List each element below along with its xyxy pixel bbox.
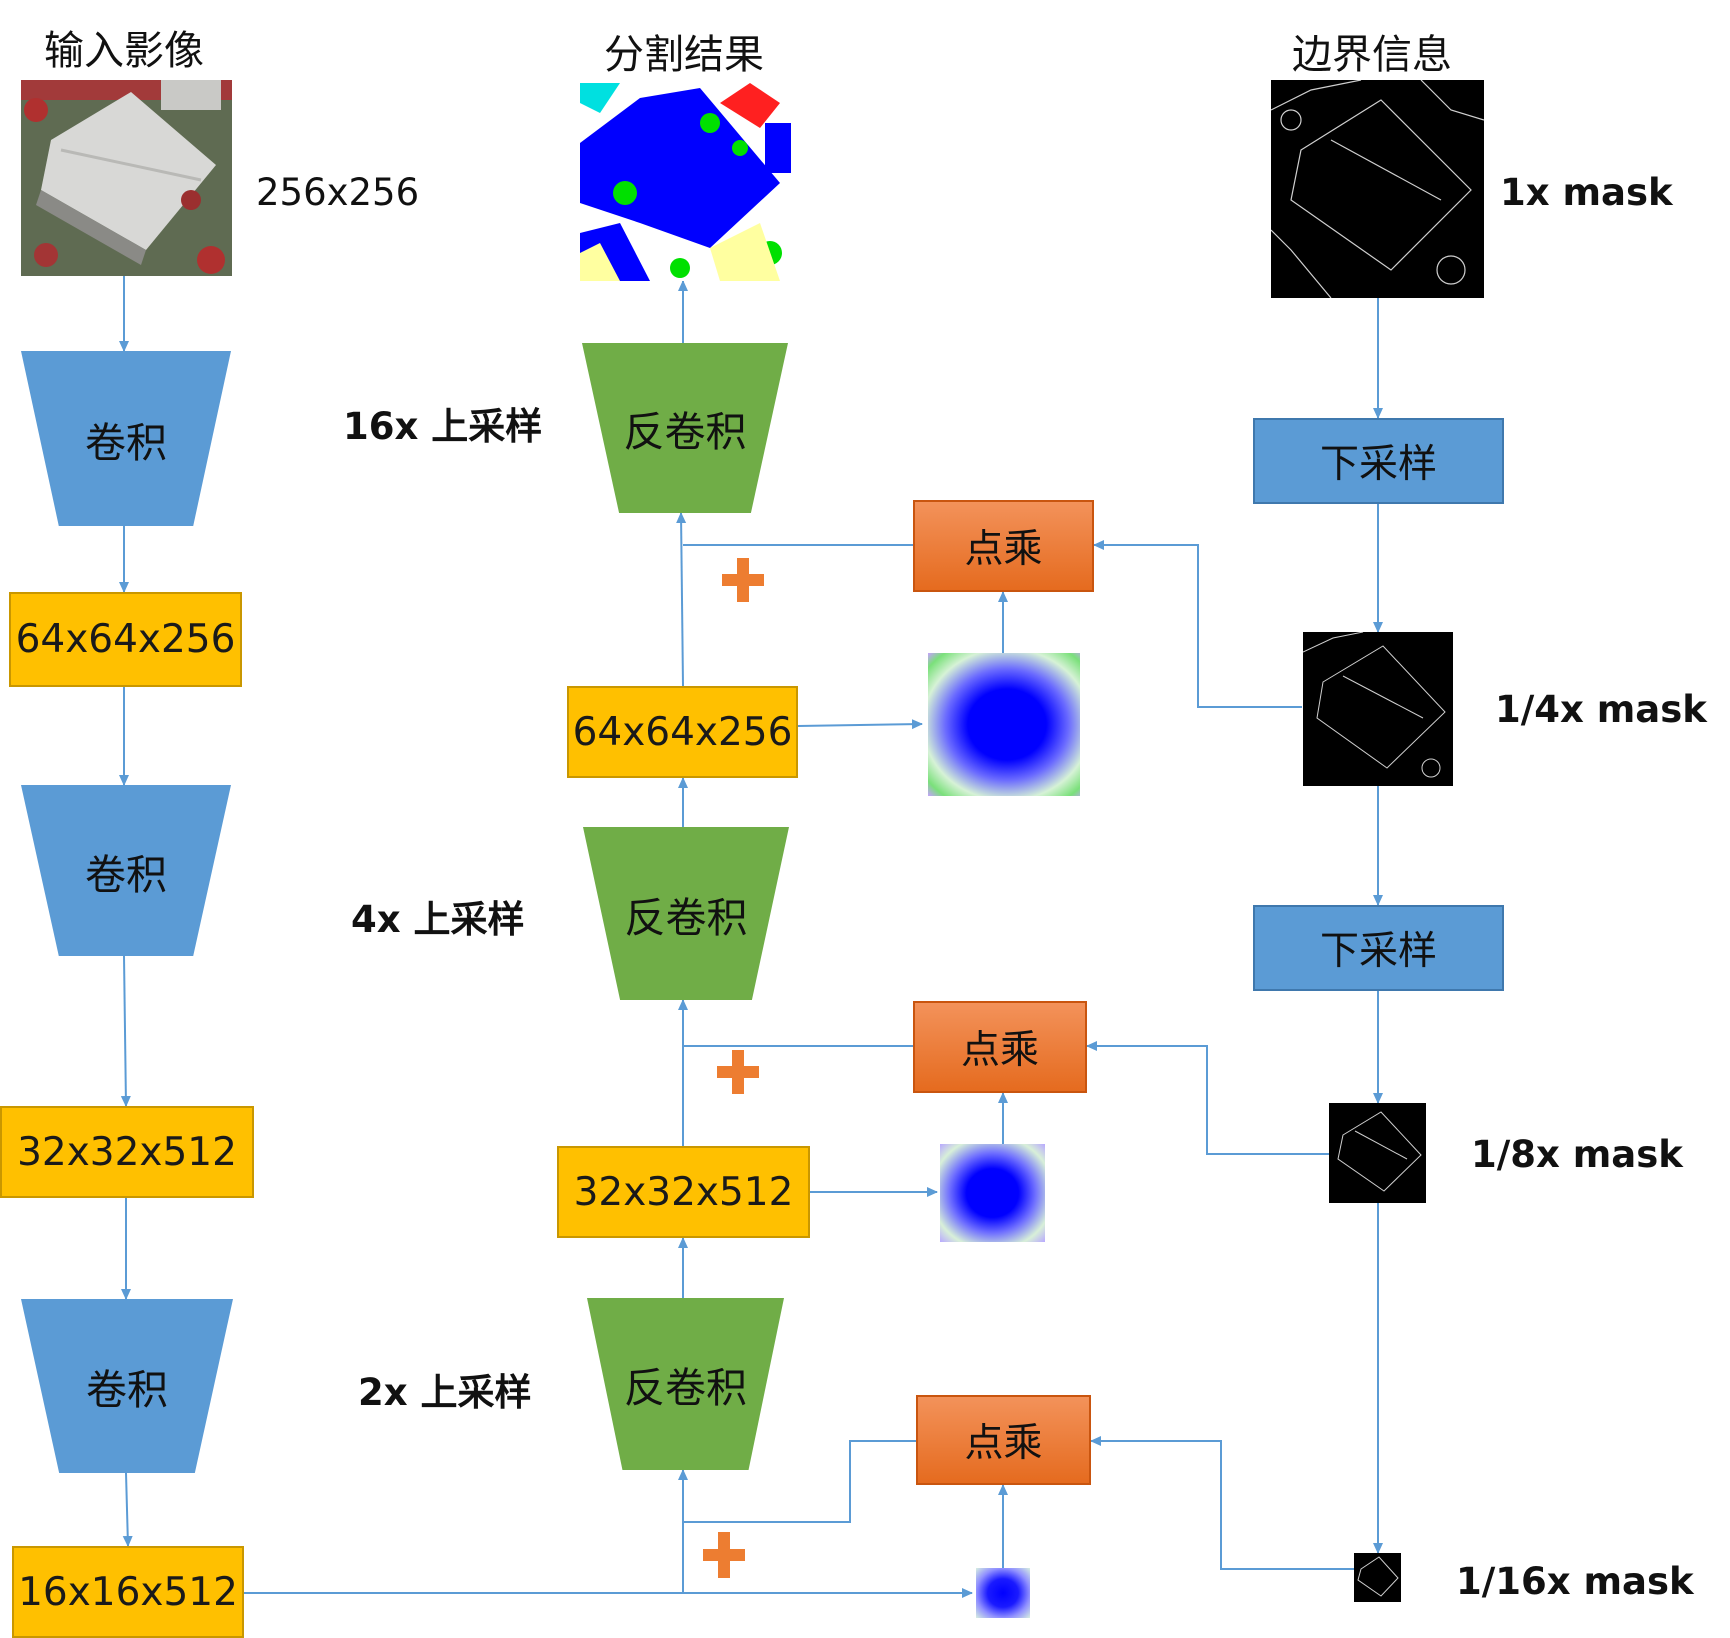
arrow-mask-mul-3: [1090, 1436, 1354, 1570]
downsample-box-1: 下采样: [1253, 418, 1504, 504]
deconv-label: 反卷积: [624, 893, 748, 942]
upsample-label-2x: 2x 上采样: [358, 1371, 532, 1414]
arrow-dec-5: [676, 512, 687, 687]
conv-block-3: 卷积: [21, 1299, 233, 1473]
arrow-enc-6: [122, 1472, 133, 1547]
encoder-feature-2: 32x32x512: [0, 1106, 254, 1198]
arrow-mask-mul-2: [1086, 1041, 1329, 1155]
segmentation-result-image: [580, 83, 791, 281]
attention-map-3: [976, 1568, 1030, 1618]
multiply-box-2: 点乘: [913, 1001, 1087, 1093]
edge-mask-quarter: [1303, 632, 1453, 786]
arrow-mul-dec-3: [683, 1440, 916, 1523]
edge-mask-eighth: [1329, 1103, 1426, 1203]
header-edge-info: 边界信息: [1292, 32, 1452, 78]
upsample-label-4x: 4x 上采样: [351, 898, 525, 941]
plus-icon: [722, 558, 764, 602]
decoder-feature-2: 32x32x512: [557, 1146, 810, 1238]
deconv-block-3: 反卷积: [587, 1298, 784, 1470]
conv-block-1: 卷积: [21, 351, 231, 526]
conv-label: 卷积: [86, 1366, 168, 1414]
multiply-box-1: 点乘: [913, 500, 1094, 592]
attention-map-2: [940, 1144, 1045, 1242]
conv-block-2: 卷积: [21, 785, 231, 956]
mask-label-quarter: 1/4x mask: [1495, 688, 1707, 731]
edge-mask-sixteenth: [1354, 1553, 1401, 1602]
input-aerial-image: [21, 80, 232, 276]
multiply-box-3: 点乘: [916, 1395, 1091, 1485]
edge-mask-1x: [1271, 80, 1484, 298]
attention-map-1: [928, 653, 1080, 796]
encoder-feature-3: 16x16x512: [12, 1546, 244, 1638]
arrow-enc-4: [120, 955, 131, 1107]
downsample-box-2: 下采样: [1253, 905, 1504, 991]
mask-label-eighth: 1/8x mask: [1471, 1133, 1683, 1176]
header-input-image: 输入影像: [44, 28, 204, 74]
decoder-feature-1: 64x64x256: [567, 686, 798, 778]
encoder-feature-1: 64x64x256: [9, 592, 242, 687]
plus-icon: [703, 1532, 745, 1578]
conv-label: 卷积: [85, 418, 167, 467]
conv-label: 卷积: [85, 850, 167, 899]
deconv-label: 反卷积: [623, 408, 747, 456]
deconv-label: 反卷积: [624, 1364, 747, 1412]
mask-label-1x: 1x mask: [1500, 171, 1673, 214]
upsample-label-16x: 16x 上采样: [343, 405, 543, 448]
mask-label-sixteenth: 1/16x mask: [1456, 1560, 1694, 1603]
deconv-block-1: 反卷积: [582, 343, 788, 513]
arrow-feat-att-1: [797, 719, 923, 730]
deconv-block-2: 反卷积: [583, 827, 789, 1000]
input-size-label: 256x256: [256, 171, 420, 214]
plus-icon: [717, 1050, 759, 1094]
arrow-mask-mul-1: [1093, 540, 1302, 708]
header-segmentation-result: 分割结果: [604, 32, 764, 78]
